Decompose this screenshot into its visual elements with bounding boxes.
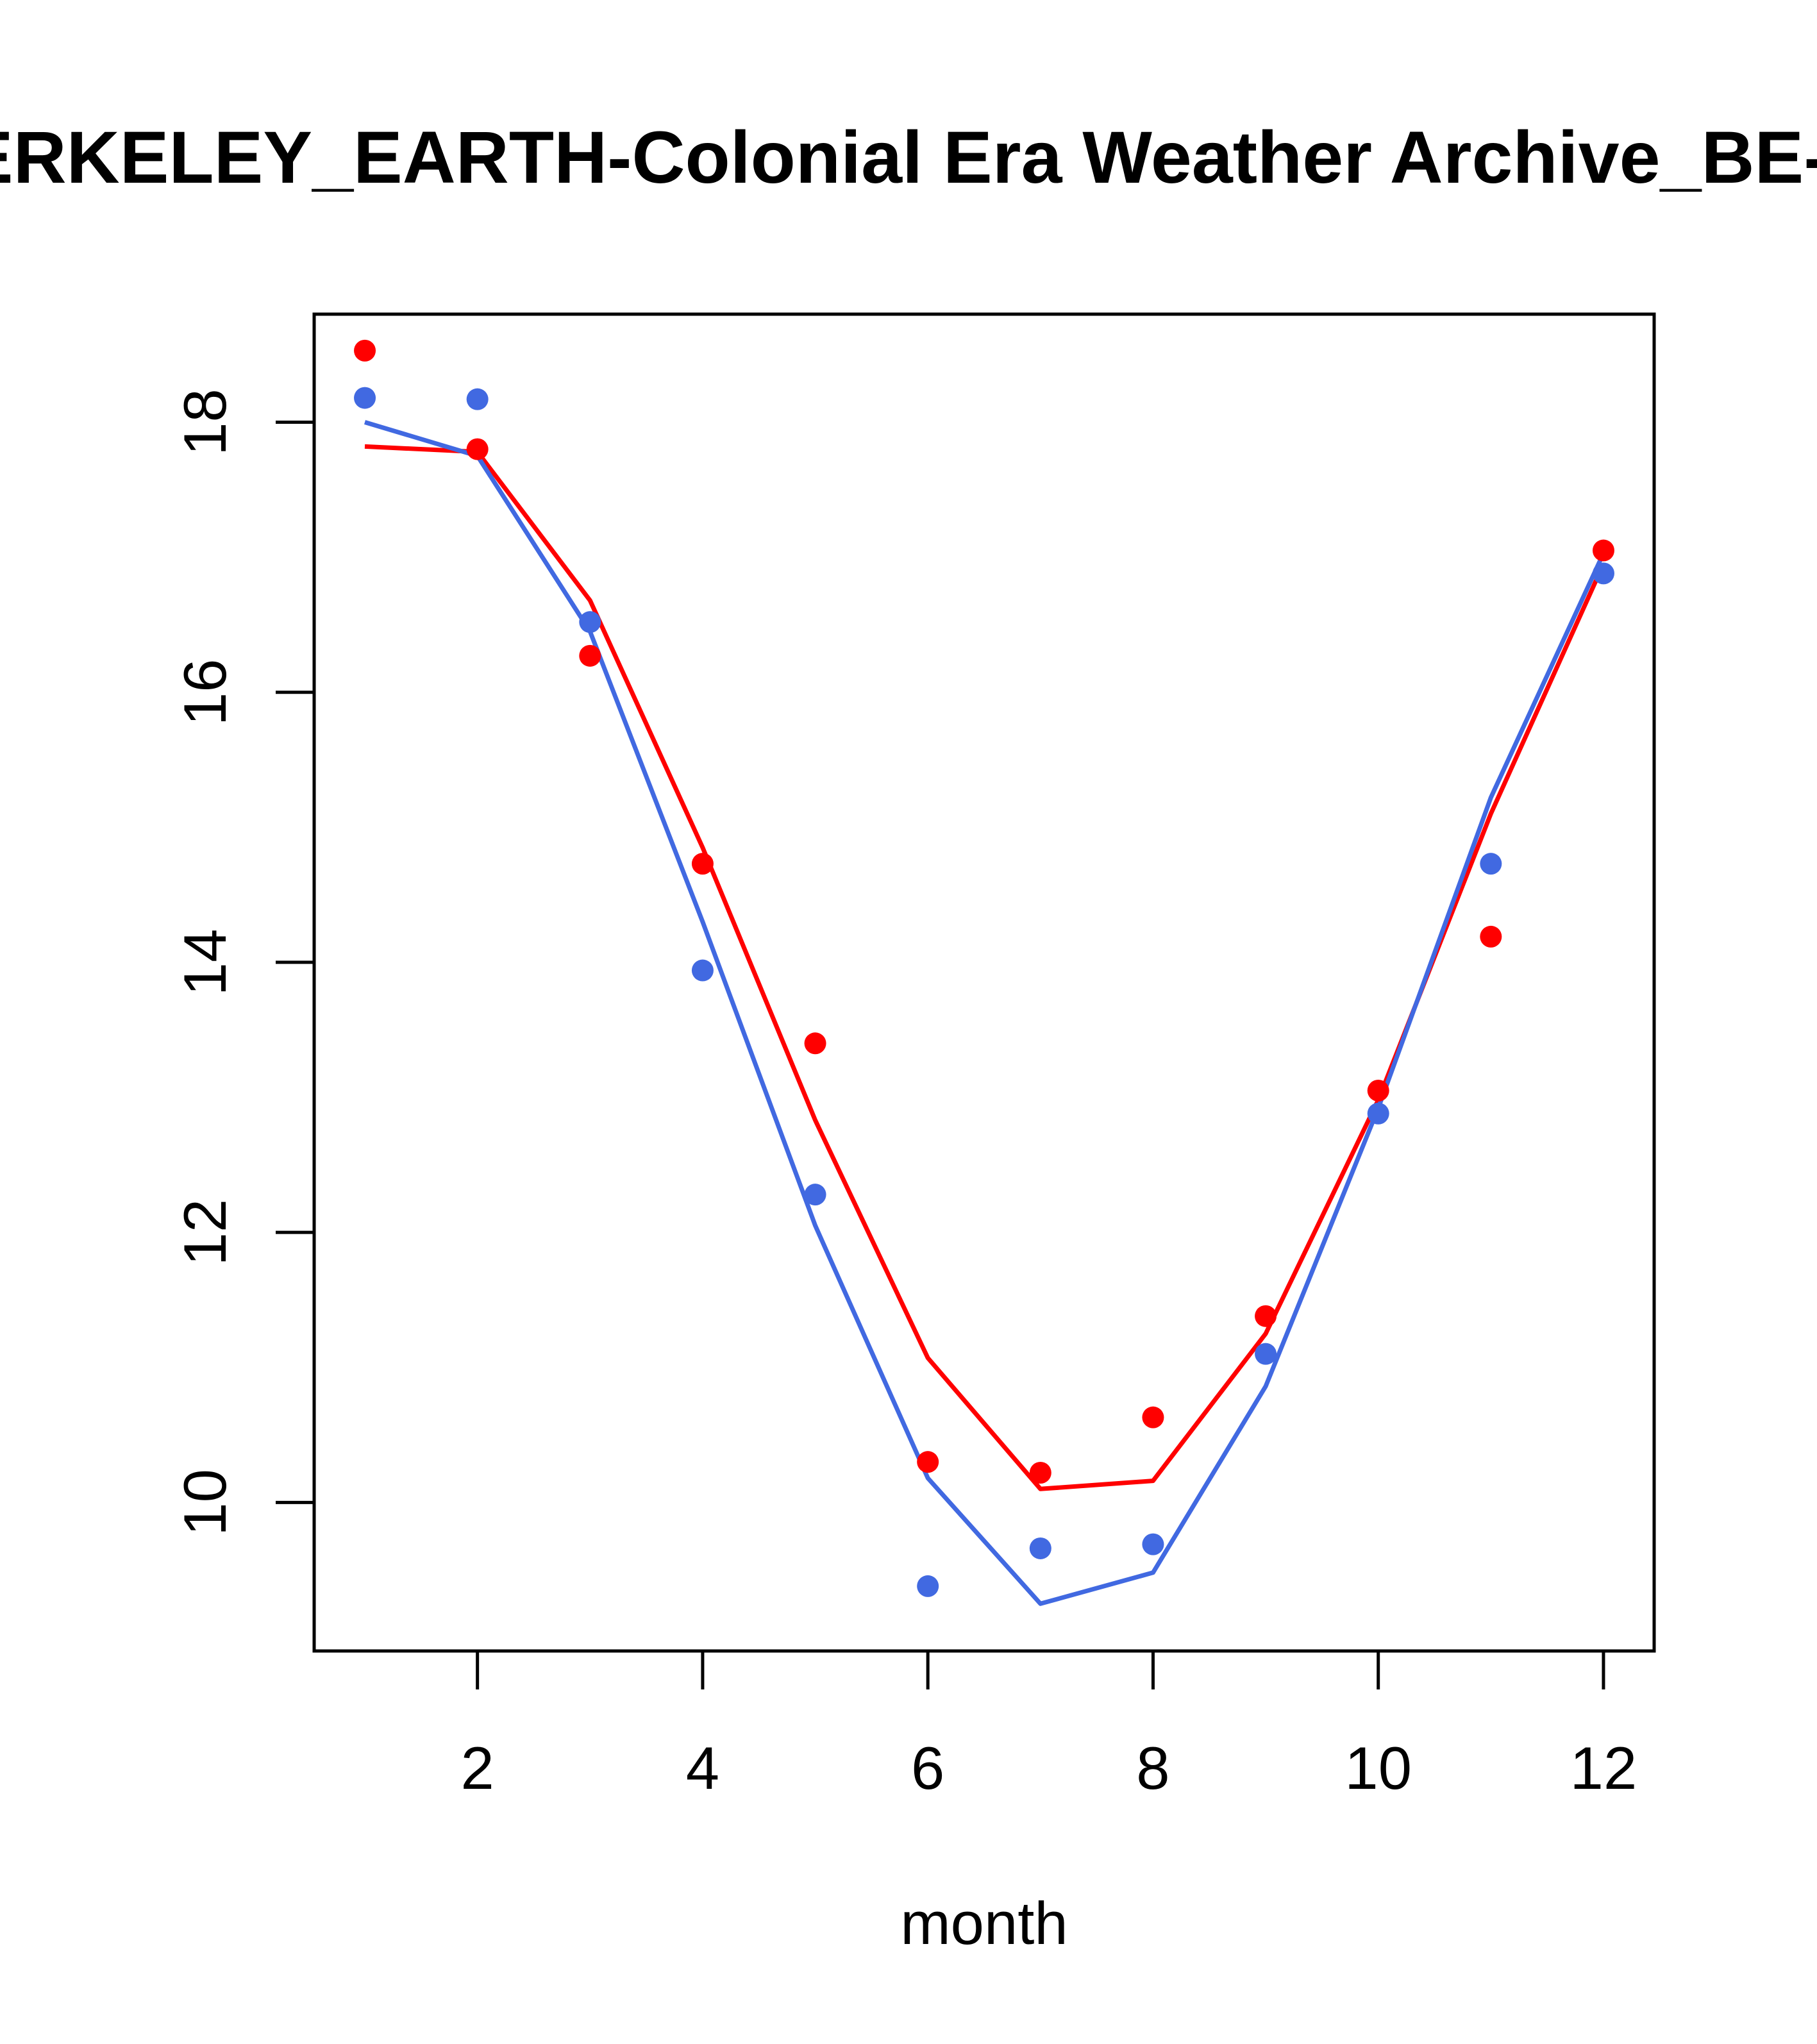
- series-0-point: [1592, 539, 1614, 562]
- series-0-point: [917, 1451, 939, 1473]
- series-1-point: [804, 1184, 826, 1206]
- series-1-point: [691, 959, 714, 982]
- x-tick-label: 6: [911, 1734, 944, 1802]
- series-1-point: [1592, 562, 1614, 585]
- x-axis: 2 4 6 8 10 12: [461, 1649, 1637, 1802]
- series-0-point: [691, 853, 714, 875]
- series-1-point: [354, 387, 376, 409]
- series-0-point: [354, 339, 376, 362]
- chart-title: BERKELEY_EARTH-Colonial Era Weather Arch…: [0, 117, 1817, 199]
- series-1-point: [1029, 1537, 1051, 1559]
- y-tick-label: 14: [171, 929, 239, 996]
- x-axis-label: month: [900, 1889, 1068, 1957]
- plot-area: [354, 339, 1614, 1606]
- x-tick-label: 2: [461, 1734, 494, 1802]
- y-tick-label: 16: [171, 658, 239, 726]
- series-1-point: [466, 388, 489, 410]
- series-1-point: [579, 611, 601, 633]
- y-tick-label: 12: [171, 1199, 239, 1266]
- x-tick-label: 12: [1570, 1734, 1637, 1802]
- series-0-point: [804, 1032, 826, 1055]
- series-0-point: [1029, 1462, 1051, 1484]
- series-0-point: [1255, 1305, 1277, 1327]
- series-1-point: [1480, 853, 1502, 875]
- series-3-line: [364, 420, 1606, 1606]
- series-0-point: [466, 438, 489, 460]
- series-1-point: [1367, 1102, 1389, 1125]
- series-1-point: [1255, 1343, 1277, 1365]
- series-0-point: [1367, 1079, 1389, 1102]
- series-0-point: [1142, 1406, 1164, 1428]
- x-tick-label: 10: [1344, 1734, 1412, 1802]
- series-0-point: [579, 644, 601, 667]
- y-axis: 10 12 14 16 18: [171, 389, 316, 1536]
- x-tick-label: 4: [686, 1734, 719, 1802]
- y-tick-label: 10: [171, 1469, 239, 1536]
- x-tick-label: 8: [1136, 1734, 1169, 1802]
- series-2-line: [364, 444, 1606, 1491]
- series-0-point: [1480, 925, 1502, 948]
- y-tick-label: 18: [171, 389, 239, 456]
- series-1-point: [917, 1575, 939, 1597]
- series-1-point: [1142, 1533, 1164, 1555]
